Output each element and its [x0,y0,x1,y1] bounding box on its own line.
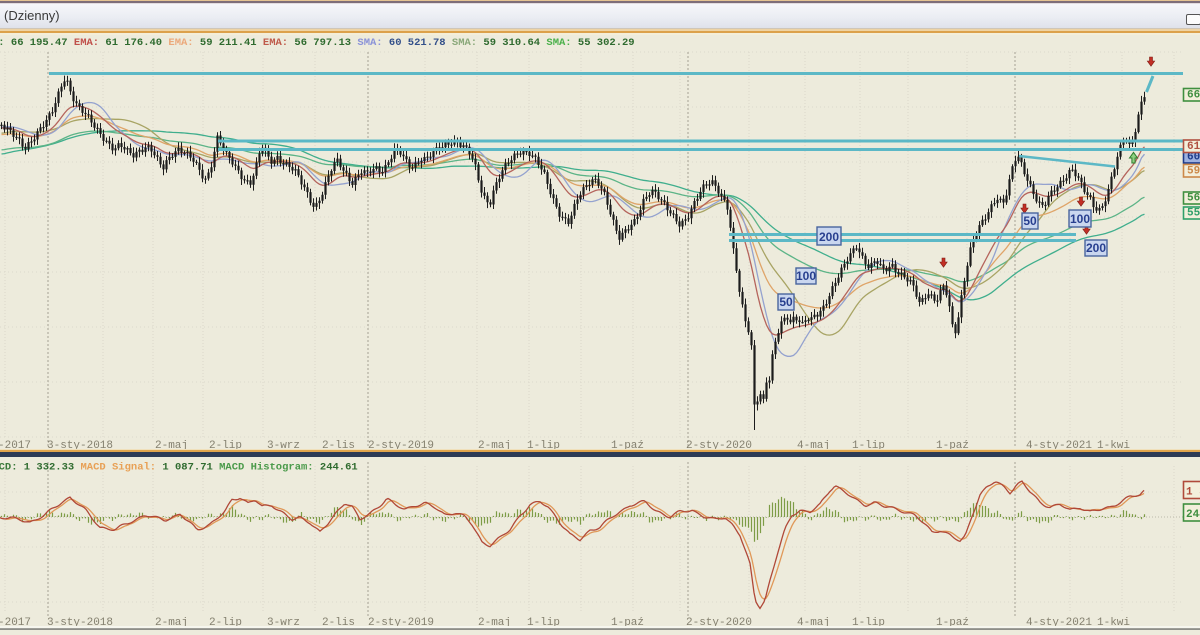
svg-text:61: 61 [1187,141,1200,153]
svg-text:SMA:: SMA: [540,37,572,49]
svg-text:200: 200 [1086,241,1106,255]
svg-text:61 176.40: 61 176.40 [99,37,162,49]
svg-text:MACD Histogram:: MACD Histogram: [213,462,314,474]
svg-text:66: 66 [1187,90,1200,102]
svg-text:EMA:: EMA: [162,37,194,49]
svg-text:50: 50 [779,295,793,309]
svg-text:100: 100 [1070,212,1090,226]
svg-text:100: 100 [796,269,816,283]
svg-text:244.61: 244.61 [314,462,358,474]
svg-text:55 302.29: 55 302.29 [572,37,635,49]
svg-text:56: 56 [1187,193,1200,205]
svg-text:60 521.78: 60 521.78 [383,37,446,49]
svg-text:66 195.47: 66 195.47 [5,37,68,49]
svg-text:EMA:: EMA: [257,37,289,49]
svg-text:MACD:: MACD: [0,462,18,474]
svg-text:55: 55 [1187,208,1200,220]
svg-text:1 3: 1 3 [1186,487,1200,499]
svg-text:60: 60 [1187,152,1200,164]
svg-text:EMA:: EMA: [68,37,100,49]
svg-text:59 211.41: 59 211.41 [194,37,257,49]
svg-text:1 087.71: 1 087.71 [156,462,213,474]
svg-text:244: 244 [1186,509,1200,521]
svg-text:50: 50 [1023,214,1037,228]
svg-text:1 332.33: 1 332.33 [18,462,75,474]
svg-text:SMA:: SMA: [446,37,478,49]
svg-text:MACD Signal:: MACD Signal: [74,462,156,474]
svg-text:200: 200 [819,230,839,244]
svg-text:59 310.64: 59 310.64 [477,37,540,49]
svg-text:SMA:: SMA: [351,37,383,49]
svg-text:59: 59 [1187,166,1200,178]
svg-text:56 797.13: 56 797.13 [288,37,351,49]
